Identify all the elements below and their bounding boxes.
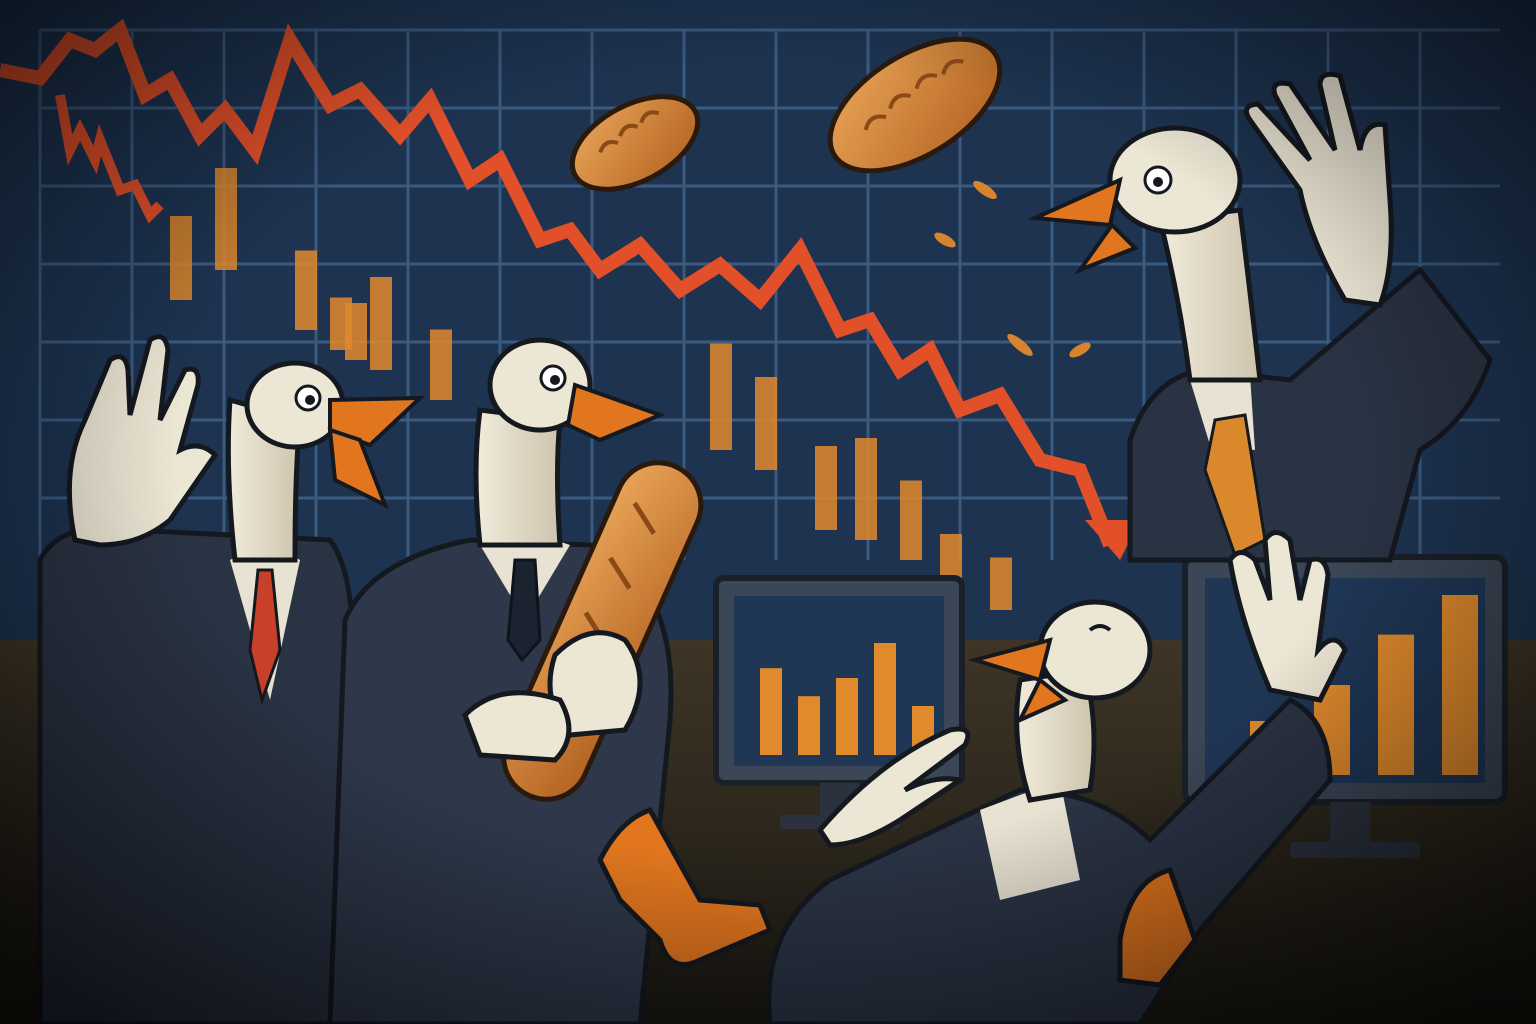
scene-illustration — [0, 0, 1536, 1024]
vignette-overlay — [0, 0, 1536, 1024]
